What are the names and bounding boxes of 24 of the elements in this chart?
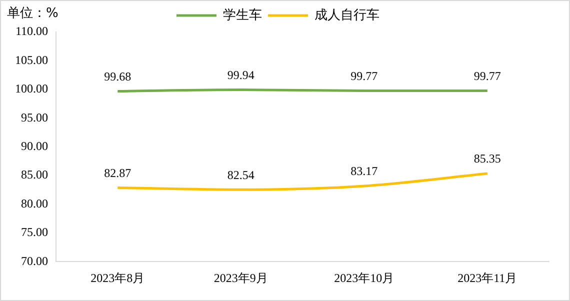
x-tick-label: 2023年9月 bbox=[214, 270, 268, 285]
data-label: 99.77 bbox=[474, 68, 501, 83]
y-tick-label: 110.00 bbox=[15, 24, 48, 38]
data-label: 99.68 bbox=[104, 69, 132, 84]
y-tick-label: 70.00 bbox=[21, 254, 48, 268]
y-tick-label: 85.00 bbox=[21, 168, 48, 182]
data-label: 82.54 bbox=[227, 168, 254, 182]
data-label: 99.94 bbox=[227, 68, 254, 82]
data-label: 83.17 bbox=[350, 164, 378, 178]
text: 单位：% bbox=[7, 6, 58, 21]
y-tick-label: 95.00 bbox=[21, 110, 48, 124]
data-label: 82.87 bbox=[104, 166, 132, 180]
x-tick-label: 2023年10月 bbox=[334, 270, 394, 285]
x-tick-label: 2023年11月 bbox=[458, 270, 518, 285]
data-label: 85.35 bbox=[474, 152, 501, 166]
y-tick-label: 80.00 bbox=[21, 196, 48, 210]
y-tick-label: 105.00 bbox=[15, 52, 48, 67]
legend-label: 学生车 bbox=[223, 8, 262, 23]
data-label: 99.77 bbox=[350, 68, 378, 83]
y-tick-label: 90.00 bbox=[21, 138, 48, 153]
x-tick-label: 2023年8月 bbox=[90, 270, 145, 285]
legend-label: 成人自行车 bbox=[314, 8, 380, 23]
y-tick-label: 100.00 bbox=[15, 82, 48, 96]
y-tick-label: 75.00 bbox=[21, 225, 48, 240]
